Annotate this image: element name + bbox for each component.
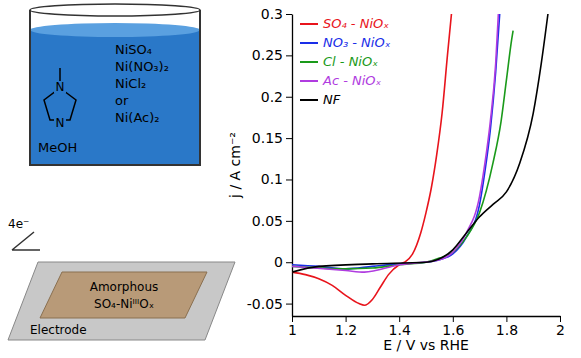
legend-label: Cl - NiOₓ bbox=[323, 54, 378, 69]
tick: 0.3 bbox=[261, 6, 292, 22]
y-axis: -0.05 0 0.05 0.1 0.15 0.2 0.25 0.3 bbox=[247, 6, 293, 317]
tick-label: 2 bbox=[556, 322, 565, 338]
atom-label: N bbox=[56, 116, 65, 130]
figure: NiSO₄ Ni(NO₃)₂ NiCl₂ or Ni(Ac)₂ N N MeOH 4e⁻ Amor… bbox=[0, 0, 581, 358]
solvent-label: MeOH bbox=[38, 140, 77, 155]
series-line bbox=[292, 14, 498, 272]
electron-label: 4e⁻ bbox=[8, 217, 29, 231]
salt-label: Ni(NO₃)₂ bbox=[115, 59, 169, 74]
tick-label: 0 bbox=[274, 254, 283, 270]
tick-mark bbox=[286, 97, 292, 98]
tick-label: 1.8 bbox=[496, 322, 518, 338]
salt-label: Ni(Ac)₂ bbox=[115, 110, 160, 125]
tick-label: 0.2 bbox=[261, 89, 283, 105]
tick: 0 bbox=[274, 254, 292, 270]
legend-item: NF bbox=[300, 92, 341, 107]
tick-mark bbox=[286, 138, 292, 139]
plot-area bbox=[292, 14, 548, 305]
beaker-surface bbox=[30, 23, 200, 37]
legend-label: Ac - NiOₓ bbox=[322, 73, 382, 88]
tick-mark bbox=[286, 221, 292, 222]
tick: 0.1 bbox=[261, 171, 292, 187]
tick-mark bbox=[286, 14, 292, 15]
legend-item: NO₃ - NiOₓ bbox=[300, 35, 391, 50]
salt-label: or bbox=[115, 93, 129, 108]
legend-label: SO₄ - NiOₓ bbox=[323, 16, 389, 31]
x-axis-title: E / V vs RHE bbox=[383, 337, 469, 353]
series-line bbox=[292, 14, 548, 272]
film-label: Amorphous bbox=[90, 280, 159, 294]
substrate-label: Electrode bbox=[30, 323, 87, 337]
tick-label: 0.25 bbox=[252, 47, 283, 63]
tick: 1.6 bbox=[442, 316, 464, 338]
tick-label: 1 bbox=[288, 322, 297, 338]
tick-label: 0.15 bbox=[252, 130, 283, 146]
tick-mark bbox=[286, 55, 292, 56]
axis-line bbox=[293, 316, 561, 317]
tick-label: 1.4 bbox=[389, 322, 411, 338]
tick: 0.25 bbox=[252, 47, 292, 63]
tick-mark bbox=[286, 179, 292, 180]
electrode bbox=[8, 262, 235, 340]
tick-mark bbox=[286, 262, 292, 263]
legend-label: NF bbox=[323, 92, 341, 107]
tick-label: 1.6 bbox=[442, 322, 464, 338]
legend-swatch bbox=[300, 61, 318, 63]
atom-patch bbox=[54, 117, 66, 129]
salt-label: NiSO₄ bbox=[115, 42, 152, 57]
tick: -0.05 bbox=[247, 296, 292, 312]
legend-item: Ac - NiOₓ bbox=[300, 73, 382, 88]
atom-label: N bbox=[56, 80, 65, 94]
tick: 0.15 bbox=[252, 130, 292, 146]
tick: 1.2 bbox=[335, 316, 357, 338]
beaker-wall bbox=[30, 10, 200, 165]
tick: 1.4 bbox=[389, 316, 411, 338]
salt-label: NiCl₂ bbox=[115, 76, 146, 91]
beaker-liquid bbox=[30, 30, 200, 165]
tick: 2 bbox=[556, 316, 565, 338]
tick-label: 0.3 bbox=[261, 6, 283, 22]
legend-swatch bbox=[300, 99, 318, 101]
legend-item: SO₄ - NiOₓ bbox=[300, 16, 389, 31]
film-label: SO₄-NiᴵᴵᴵOₓ bbox=[94, 297, 154, 311]
x-axis: 1 1.2 1.4 1.6 1.8 2 bbox=[288, 316, 565, 338]
tick: 1 bbox=[288, 316, 297, 338]
tick-label: -0.05 bbox=[247, 296, 283, 312]
tick-label: 0.1 bbox=[261, 171, 283, 187]
tick: 1.8 bbox=[496, 316, 518, 338]
legend-swatch bbox=[300, 80, 318, 82]
tick-mark bbox=[286, 304, 292, 305]
legend: SO₄ - NiOₓ NO₃ - NiOₓ Cl - NiOₓ Ac - NiOₓ NF bbox=[300, 16, 391, 107]
legend-label: NO₃ - NiOₓ bbox=[323, 35, 391, 50]
legend-swatch bbox=[300, 23, 318, 25]
series-line bbox=[292, 31, 513, 269]
tick-label: 0.05 bbox=[252, 213, 283, 229]
atom-patch bbox=[54, 81, 66, 93]
tick: 0.05 bbox=[252, 213, 292, 229]
film bbox=[40, 272, 207, 318]
legend-item: Cl - NiOₓ bbox=[300, 54, 378, 69]
tick: 0.2 bbox=[261, 89, 292, 105]
y-axis-title: j / A cm⁻² bbox=[227, 132, 243, 199]
electron-arrow bbox=[12, 232, 40, 250]
legend-swatch bbox=[300, 42, 318, 44]
beaker-rim bbox=[30, 4, 200, 16]
tick-label: 1.2 bbox=[335, 322, 357, 338]
schematic: NiSO₄ Ni(NO₃)₂ NiCl₂ or Ni(Ac)₂ N N MeOH 4e⁻ Amor… bbox=[8, 4, 235, 340]
